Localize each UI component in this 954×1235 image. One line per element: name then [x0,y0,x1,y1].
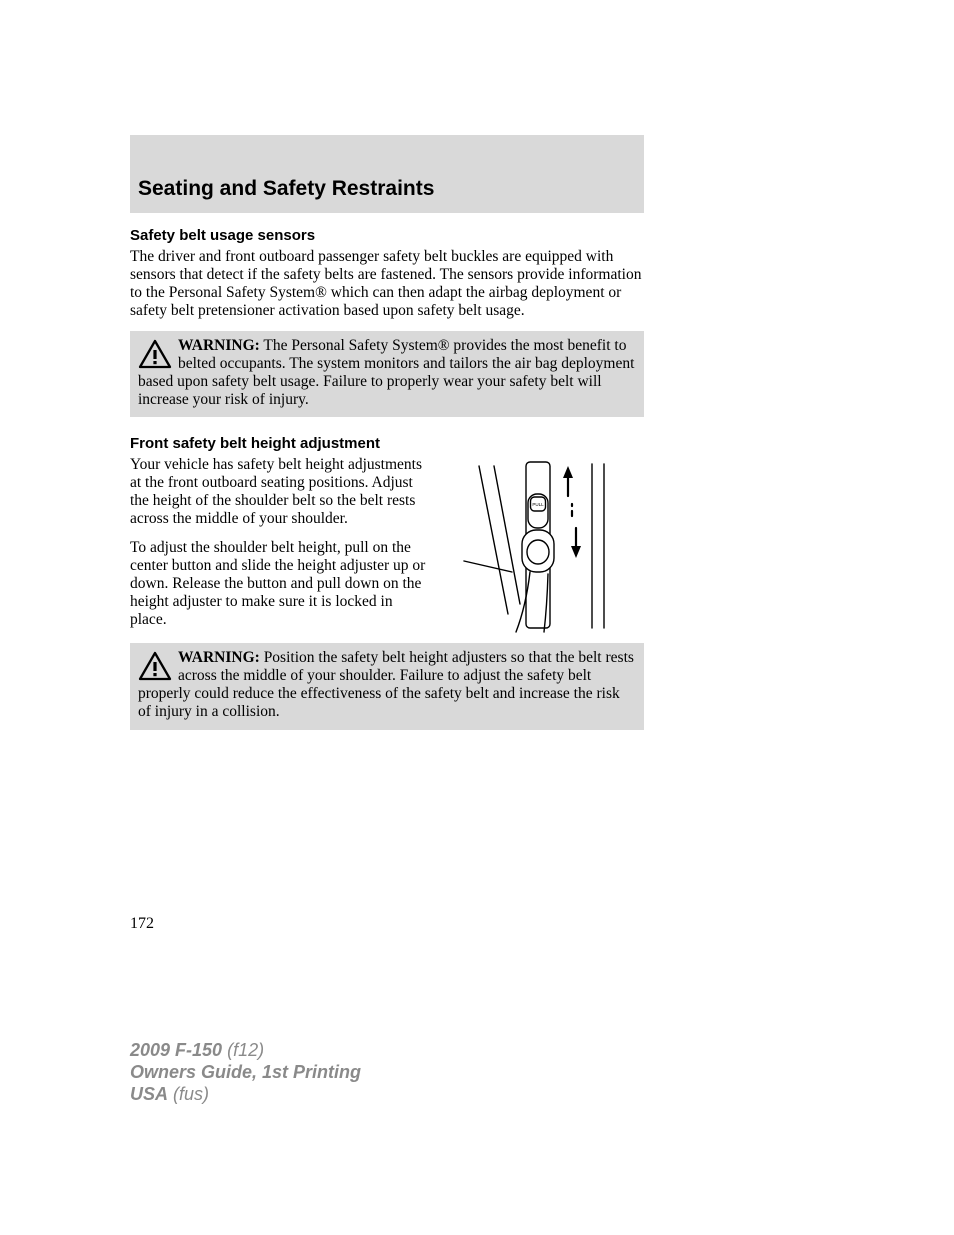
belt-adjuster-svg: PULL [444,456,644,636]
warning1-text: WARNING: The Personal Safety System® pro… [138,337,636,410]
warning1-label: WARNING: [178,337,260,354]
imprint-region: USA [130,1084,168,1104]
imprint-code2: (fus) [168,1084,209,1104]
section2-text-column: Your vehicle has safety belt height adju… [130,456,426,639]
belt-adjuster-figure: PULL [444,456,644,641]
warning-box-1: WARNING: The Personal Safety System® pro… [130,331,644,418]
warning2-label: WARNING: [178,649,260,666]
warning2-text: WARNING: Position the safety belt height… [138,649,636,722]
warning-triangle-icon [138,651,172,681]
section2-para1: Your vehicle has safety belt height adju… [130,456,426,529]
imprint-block: 2009 F-150 (f12) Owners Guide, 1st Print… [130,1040,361,1106]
section2-para2: To adjust the shoulder belt height, pull… [130,539,426,630]
imprint-code1: (f12) [222,1040,264,1060]
imprint-line2: Owners Guide, 1st Printing [130,1062,361,1084]
page-number: 172 [130,915,154,933]
chapter-header-band: Seating and Safety Restraints [130,135,644,213]
warning-triangle-icon [138,339,172,369]
pull-label: PULL [532,502,544,507]
page-content: Seating and Safety Restraints Safety bel… [130,135,644,748]
section2-row: Your vehicle has safety belt height adju… [130,456,644,641]
section1-heading: Safety belt usage sensors [130,227,644,244]
warning-box-2: WARNING: Position the safety belt height… [130,643,644,730]
imprint-model: 2009 F-150 [130,1040,222,1060]
section2-heading: Front safety belt height adjustment [130,435,644,452]
imprint-line3: USA (fus) [130,1084,361,1106]
imprint-line1: 2009 F-150 (f12) [130,1040,361,1062]
section1-paragraph: The driver and front outboard passenger … [130,248,644,321]
chapter-title: Seating and Safety Restraints [138,177,636,201]
